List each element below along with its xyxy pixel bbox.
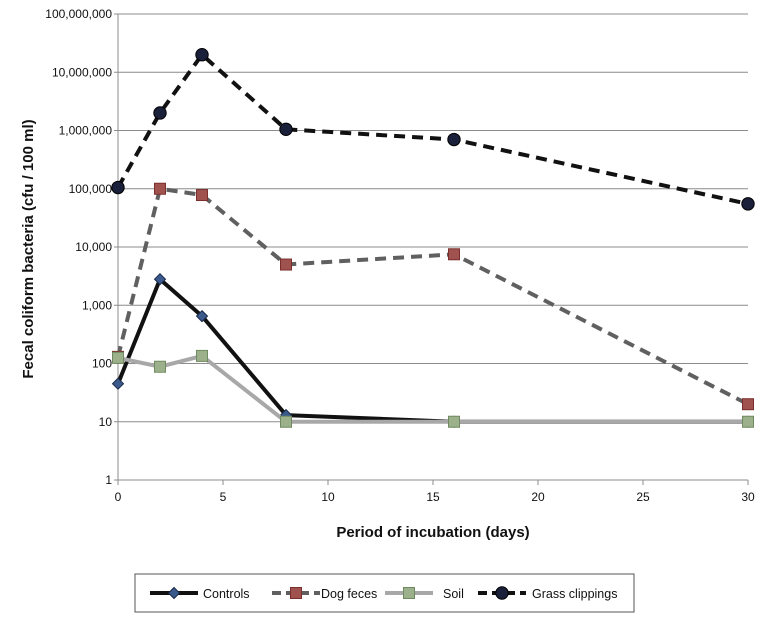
y-tick-label: 10 [99,415,113,429]
data-point-grass-clippings [111,180,125,195]
x-tick-label: 10 [321,490,335,504]
series-soil [112,349,754,428]
data-point-grass-clippings [279,122,293,136]
series-line-controls [116,277,748,424]
gridlines [118,13,748,481]
legend-label-controls: Controls [203,587,250,601]
x-tick-label: 20 [531,490,545,504]
legend-box [134,573,635,613]
y-tick-label: 100,000 [69,182,113,196]
data-point-grass-clippings [447,132,461,147]
y-tick-label: 1,000 [82,298,112,312]
y-tick-label: 10,000,000 [52,65,112,79]
series-grass-clippings [111,48,755,211]
data-point-soil [448,415,460,428]
x-tick-label: 0 [115,490,122,504]
x-axis-title: Period of incubation (days) [336,524,529,541]
data-point-soil [280,415,292,428]
series-line-grass-clippings [116,52,749,206]
data-point-controls [153,272,167,286]
legend-label-grass-clippings: Grass clippings [532,587,617,601]
legend-marker-dog-feces [290,587,302,599]
y-tick-label: 100 [92,357,112,371]
series-line-dog-feces [116,186,749,406]
data-point-dog-feces [154,182,166,195]
series-line-soil [117,353,748,424]
y-tick-label: 1,000,000 [59,124,113,138]
x-tick-label: 25 [636,490,650,504]
axes: 1101001,00010,000100,0001,000,00010,000,… [45,7,755,504]
x-tick-label: 30 [741,490,755,504]
data-point-dog-feces [448,248,460,261]
legend-marker-controls [167,586,181,600]
data-point-soil [154,360,166,373]
data-point-controls [111,377,125,390]
y-tick-label: 100,000,000 [45,7,112,21]
legend: Controls Dog feces Soil Grass clippings [134,573,635,613]
x-tick-label: 15 [426,490,440,504]
y-tick-label: 1 [105,473,112,487]
series-controls [111,272,755,428]
legend-label-soil: Soil [443,587,464,601]
data-point-dog-feces [280,258,292,271]
plot-series [111,48,755,428]
data-point-dog-feces [196,189,208,202]
series-dog-feces [112,182,754,411]
data-point-grass-clippings [153,106,167,120]
data-point-grass-clippings [741,197,755,211]
data-point-controls [195,309,209,323]
legend-marker-soil [403,587,415,599]
data-point-soil [742,415,754,428]
x-tick-label: 5 [220,490,227,504]
legend-label-dog-feces: Dog feces [321,587,377,601]
data-point-dog-feces [742,398,754,411]
y-axis-title: Fecal coliform bacteria (cfu / 100 ml) [20,119,37,378]
data-point-soil [112,351,124,364]
data-point-grass-clippings [195,48,209,62]
y-tick-label: 10,000 [75,240,112,254]
data-point-soil [196,349,208,362]
legend-marker-grass-clippings [495,586,509,600]
